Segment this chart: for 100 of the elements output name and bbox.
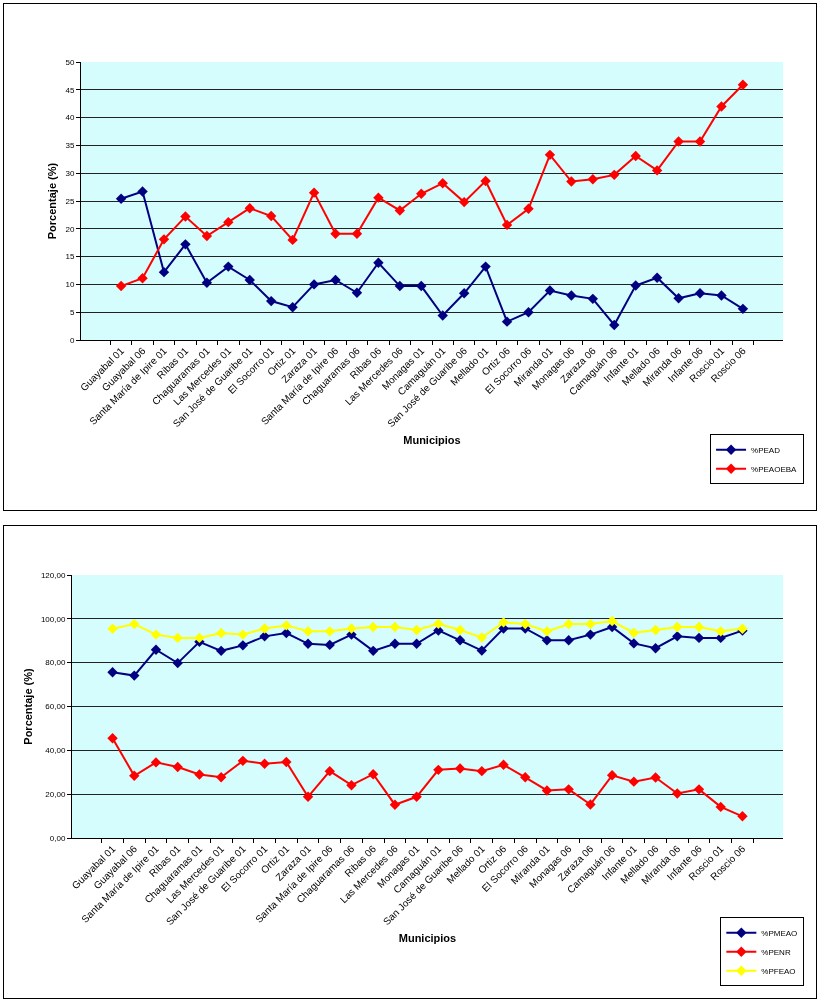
point xyxy=(563,784,574,795)
point xyxy=(180,239,191,250)
point xyxy=(715,801,726,813)
y-tick-label: 10 xyxy=(65,280,75,290)
point xyxy=(237,640,249,651)
point xyxy=(585,799,596,810)
point xyxy=(368,769,379,780)
point xyxy=(158,266,170,278)
point xyxy=(330,228,341,239)
point xyxy=(172,761,183,773)
point xyxy=(630,150,641,162)
point xyxy=(585,618,596,630)
point xyxy=(302,626,314,637)
point xyxy=(693,784,705,795)
point xyxy=(673,136,684,147)
legend-label: %PMEAO xyxy=(761,928,798,938)
point xyxy=(587,174,599,185)
point xyxy=(368,645,379,657)
y-tick-label: 15 xyxy=(65,252,75,262)
point xyxy=(237,755,249,767)
point xyxy=(523,307,534,318)
point xyxy=(129,770,140,781)
point xyxy=(416,188,427,199)
point xyxy=(458,288,470,299)
point xyxy=(389,799,401,810)
point xyxy=(541,785,553,796)
point xyxy=(158,234,170,245)
point xyxy=(389,638,401,650)
point xyxy=(501,316,513,327)
point xyxy=(351,287,363,298)
y-tick-label: 5 xyxy=(69,308,75,317)
point xyxy=(394,205,406,216)
point xyxy=(523,203,534,214)
y-tick-label: 40 xyxy=(65,113,75,123)
point xyxy=(259,623,270,634)
point xyxy=(107,623,118,634)
point xyxy=(373,192,384,203)
point xyxy=(172,632,183,644)
point xyxy=(324,765,335,777)
point xyxy=(287,234,298,246)
point xyxy=(737,303,749,315)
point xyxy=(351,228,363,239)
point xyxy=(454,624,466,636)
point xyxy=(737,811,748,822)
point xyxy=(308,187,320,198)
legend-label: %PFEAO xyxy=(761,966,796,976)
point xyxy=(129,618,140,630)
point xyxy=(566,290,577,301)
point xyxy=(150,644,162,655)
y-tick-label: 0 xyxy=(69,335,75,345)
y-axis-title: Porcentaje (%) xyxy=(21,667,34,745)
point xyxy=(150,629,162,640)
point xyxy=(107,667,118,678)
point xyxy=(476,632,487,643)
point xyxy=(259,758,270,769)
point xyxy=(324,639,335,651)
point xyxy=(454,635,466,646)
point xyxy=(544,285,556,296)
point xyxy=(150,757,162,768)
point xyxy=(628,776,640,787)
y-tick-label: 0,00 xyxy=(49,833,66,843)
point xyxy=(454,763,466,774)
point xyxy=(651,165,663,176)
point xyxy=(694,288,706,299)
point xyxy=(520,618,531,630)
point xyxy=(606,770,618,781)
point xyxy=(324,626,335,637)
point xyxy=(650,643,661,654)
y-tick-label: 120,00 xyxy=(40,570,66,580)
point xyxy=(715,626,726,637)
point xyxy=(302,791,314,802)
point xyxy=(281,756,292,768)
point xyxy=(476,645,487,656)
point xyxy=(137,186,148,197)
point xyxy=(223,216,234,228)
point xyxy=(302,638,314,650)
y-tick-label: 35 xyxy=(65,141,75,151)
point xyxy=(480,175,491,187)
y-tick-label: 50 xyxy=(65,57,75,67)
point xyxy=(651,272,663,283)
point xyxy=(501,219,513,231)
y-tick-label: 100,00 xyxy=(40,614,66,624)
point xyxy=(373,257,384,268)
point xyxy=(201,277,213,288)
point xyxy=(215,772,227,783)
point xyxy=(194,769,205,780)
point xyxy=(541,635,553,646)
y-tick-label: 25 xyxy=(65,196,75,206)
point xyxy=(308,279,320,290)
point xyxy=(346,623,357,634)
point xyxy=(498,617,509,628)
point xyxy=(194,632,205,644)
point xyxy=(346,779,357,791)
point xyxy=(411,638,422,650)
point xyxy=(368,621,379,633)
point xyxy=(411,624,422,636)
point xyxy=(437,178,448,189)
y-tick-label: 45 xyxy=(65,85,75,95)
point xyxy=(566,176,577,187)
point xyxy=(244,203,255,214)
